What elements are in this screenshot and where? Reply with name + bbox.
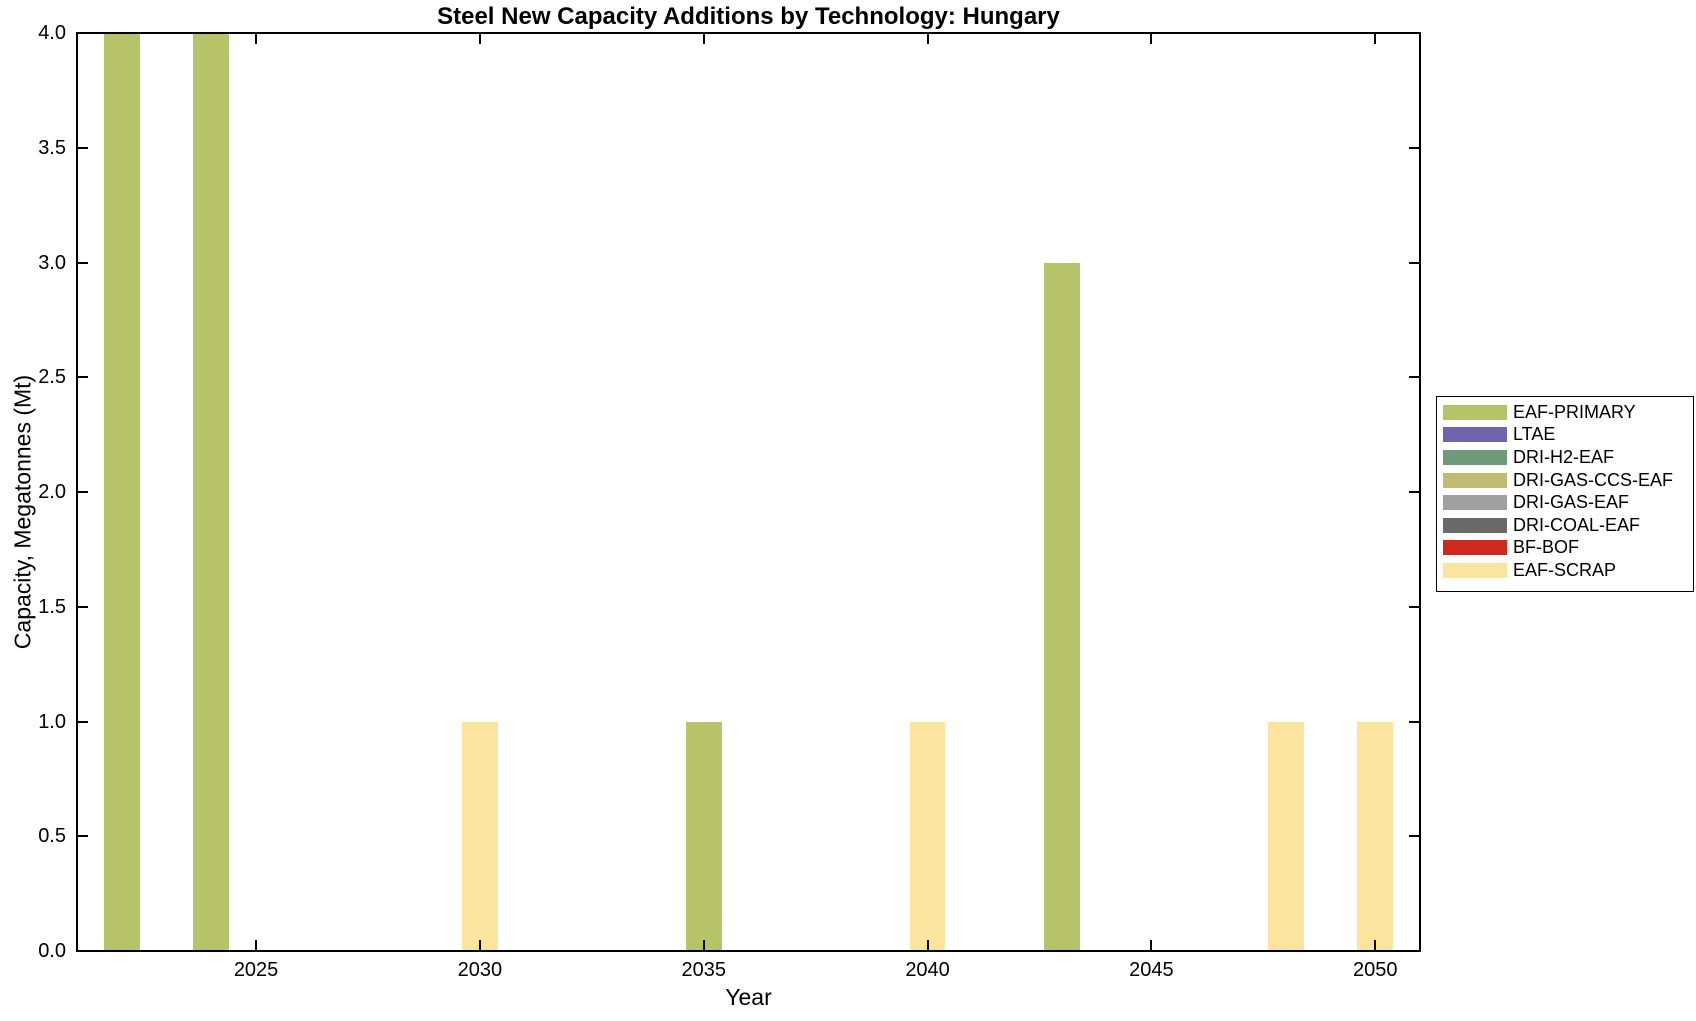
x-tick-bottom [702,940,705,951]
legend-swatch-bf-bof [1443,540,1507,556]
x-tick-label: 2030 [457,959,503,981]
legend-swatch-dri-coal-eaf [1443,517,1507,533]
x-tick-top [478,33,481,44]
y-tick-right [1409,605,1420,608]
y-tick-right [1409,261,1420,264]
x-tick-label: 2045 [1129,959,1174,981]
x-tick-label: 2040 [905,959,950,981]
x-tick-label: 2050 [1352,959,1398,981]
legend-swatch-dri-gas-eaf [1443,495,1507,511]
y-tick-label: 4.0 [38,22,66,44]
legend-label-bf-bof: BF-BOF [1513,537,1579,558]
y-tick-left [77,950,88,952]
x-axis-label: Year [725,984,772,1010]
y-tick-label: 3.0 [38,251,66,274]
x-tick-top [1150,33,1153,44]
plot-area-border [76,32,1421,952]
y-tick-label: 2.0 [38,481,66,503]
y-tick-label: 0.5 [38,825,66,848]
y-tick-left [77,146,88,149]
legend-label-dri-gas-eaf: DRI-GAS-EAF [1513,492,1630,513]
bar-eaf-primary-2024 [193,33,230,951]
legend-swatch-ltae [1443,427,1507,443]
legend-row-dri-gas-ccs-eaf: DRI-GAS-CCS-EAF [1437,469,1693,492]
legend-row-dri-gas-eaf: DRI-GAS-EAF [1437,491,1693,514]
y-tick-right [1409,32,1420,34]
x-tick-top [255,33,258,44]
y-tick-right [1409,950,1420,952]
bar-eaf-primary-2035 [685,721,722,951]
bar-eaf-scrap-2040 [909,721,946,951]
y-tick-left [77,376,88,379]
y-tick-right [1409,146,1420,149]
legend-row-bf-bof: BF-BOF [1437,537,1693,560]
legend-row-dri-coal-eaf: DRI-COAL-EAF [1437,514,1693,537]
legend-label-dri-gas-ccs-eaf: DRI-GAS-CCS-EAF [1513,469,1674,490]
chart-title: Steel New Capacity Additions by Technolo… [437,3,1060,30]
x-tick-top [1374,33,1377,44]
y-tick-left [77,261,88,264]
y-tick-right [1409,376,1420,379]
bar-eaf-primary-2022 [103,33,140,951]
x-tick-bottom [255,940,258,951]
y-tick-label: 2.5 [38,366,66,389]
legend-row-ltae: LTAE [1437,424,1693,447]
x-tick-label: 2035 [681,959,726,981]
y-tick-label: 3.5 [38,136,66,159]
x-tick-bottom [1374,940,1377,951]
bar-eaf-scrap-2050 [1357,721,1394,951]
y-tick-label: 1.0 [38,710,66,733]
y-tick-left [77,491,88,493]
x-tick-bottom [926,940,929,951]
x-tick-bottom [478,940,481,951]
y-tick-right [1409,720,1420,723]
legend-swatch-eaf-scrap [1443,562,1507,578]
y-tick-left [77,32,88,34]
legend: EAF-PRIMARY LTAE DRI-H2-EAF DRI-GAS-CCS-EAF… [1436,396,1694,592]
bar-eaf-primary-2043 [1043,262,1080,951]
y-tick-left [77,835,88,838]
x-tick-top [702,33,705,44]
x-tick-label: 2025 [233,959,279,981]
legend-row-dri-h2-eaf: DRI-H2-EAF [1437,446,1693,469]
legend-swatch-dri-gas-ccs-eaf [1443,472,1507,488]
y-tick-right [1409,491,1420,493]
y-tick-left [77,605,88,608]
y-tick-right [1409,835,1420,838]
y-tick-label: 1.5 [38,595,66,618]
legend-row-eaf-primary: EAF-PRIMARY [1437,401,1693,424]
legend-label-ltae: LTAE [1513,424,1556,445]
y-tick-label: 0.0 [38,940,66,962]
x-tick-top [926,33,929,44]
legend-swatch-dri-h2-eaf [1443,449,1507,465]
legend-label-dri-coal-eaf: DRI-COAL-EAF [1513,514,1641,535]
legend-label-eaf-scrap: EAF-SCRAP [1513,559,1617,580]
legend-label-eaf-primary: EAF-PRIMARY [1513,401,1636,422]
bar-eaf-scrap-2030 [461,721,498,951]
y-tick-left [77,720,88,723]
x-tick-bottom [1150,940,1153,951]
legend-label-dri-h2-eaf: DRI-H2-EAF [1513,446,1615,467]
legend-swatch-eaf-primary [1443,404,1507,420]
bar-eaf-scrap-2048 [1267,721,1304,951]
legend-row-eaf-scrap: EAF-SCRAP [1437,559,1693,582]
